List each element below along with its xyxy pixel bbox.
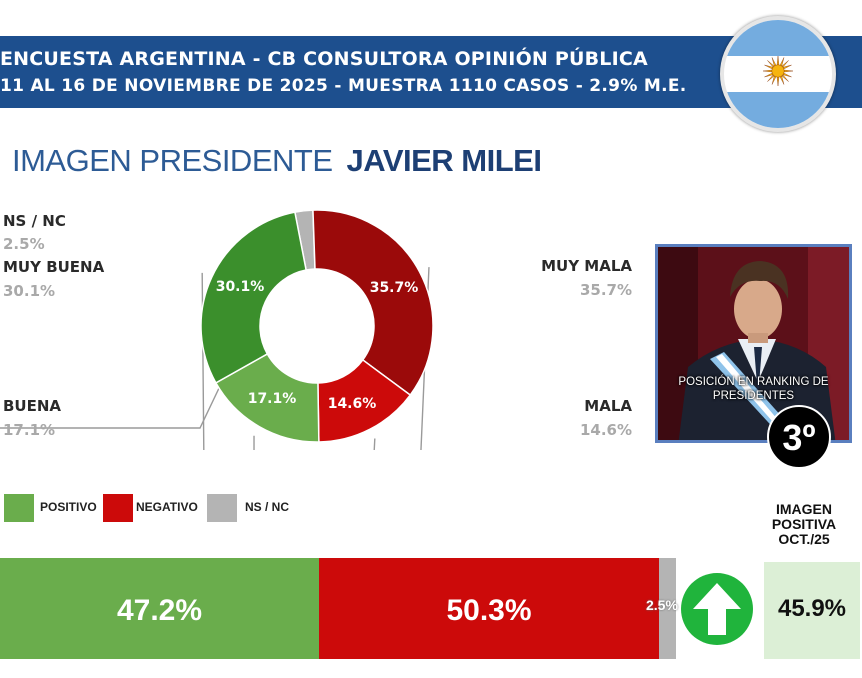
page-title-name: JAVIER MILEI bbox=[346, 143, 542, 178]
donut-label-muy-mala: 35.7% bbox=[370, 280, 419, 296]
legend-label-nsnc: NS / NC bbox=[245, 500, 290, 514]
value-nsnc: 2.5% bbox=[3, 235, 45, 253]
label-nsnc: NS / NC bbox=[3, 212, 66, 230]
trend-indicator bbox=[681, 573, 753, 645]
bar-label-positivo: 47.2% bbox=[116, 594, 203, 627]
comparison-value: 45.9% bbox=[777, 595, 847, 622]
leader-line-mala bbox=[373, 438, 376, 450]
value-buena: 17.1% bbox=[3, 421, 56, 439]
donut-label-mala: 14.6% bbox=[328, 396, 377, 412]
legend-label-positivo: POSITIVO bbox=[40, 500, 97, 514]
donut-slices bbox=[200, 209, 434, 443]
bar-segment-positivo bbox=[0, 558, 319, 659]
bar-segment-negativo bbox=[319, 558, 659, 659]
legend-label-negativo: NEGATIVO bbox=[136, 500, 198, 514]
value-muy-mala: 35.7% bbox=[579, 281, 632, 299]
comparison-value-box: 45.9% bbox=[764, 562, 860, 659]
header-band: ENCUESTA ARGENTINA - CB CONSULTORA OPINI… bbox=[0, 36, 862, 108]
donut-label-muy-buena: 30.1% bbox=[216, 279, 265, 295]
donut-slice-muy-buena bbox=[200, 211, 308, 384]
header-title-line2: 11 AL 16 DE NOVIEMBRE DE 2025 - MUESTRA … bbox=[0, 76, 687, 96]
label-muy-buena: MUY BUENA bbox=[3, 258, 105, 276]
ranking-position-badge: 3º bbox=[767, 405, 831, 469]
label-muy-mala: MUY MALA bbox=[541, 257, 632, 275]
donut-slice-muy-mala bbox=[312, 209, 434, 397]
page-title: IMAGEN PRESIDENTE JAVIER MILEI bbox=[12, 143, 542, 179]
legend-swatch-positivo bbox=[4, 494, 34, 522]
up-arrow-icon bbox=[693, 583, 741, 635]
president-photo: POSICIÓN EN RANKING DE PRESIDENTES bbox=[655, 244, 852, 443]
legend-swatch-nsnc bbox=[207, 494, 237, 522]
donut-label-buena: 17.1% bbox=[248, 391, 297, 407]
donut-labels: 35.7% 14.6% 17.1% 30.1% bbox=[216, 279, 419, 412]
argentina-flag-icon bbox=[720, 16, 836, 132]
president-portrait-icon bbox=[658, 247, 849, 440]
comparison-title: IMAGEN POSITIVA OCT./25 bbox=[771, 501, 837, 547]
label-mala: MALA bbox=[584, 397, 632, 415]
ranking-label: POSICIÓN EN RANKING DE PRESIDENTES bbox=[678, 376, 829, 402]
donut-chart: 35.7% 14.6% 17.1% 30.1% bbox=[0, 209, 434, 450]
header-title-line1: ENCUESTA ARGENTINA - CB CONSULTORA OPINI… bbox=[0, 48, 648, 70]
value-muy-buena: 30.1% bbox=[3, 282, 56, 300]
label-buena: BUENA bbox=[3, 397, 62, 415]
bar-label-nsnc: 2.5% bbox=[646, 597, 678, 613]
bar-label-negativo: 50.3% bbox=[446, 594, 532, 627]
legend-swatch-negativo bbox=[103, 494, 133, 522]
bar-segment-nsnc bbox=[659, 558, 676, 659]
sun-of-may-icon bbox=[762, 55, 794, 87]
value-mala: 14.6% bbox=[579, 421, 632, 439]
page-title-prefix: IMAGEN PRESIDENTE bbox=[12, 143, 333, 178]
